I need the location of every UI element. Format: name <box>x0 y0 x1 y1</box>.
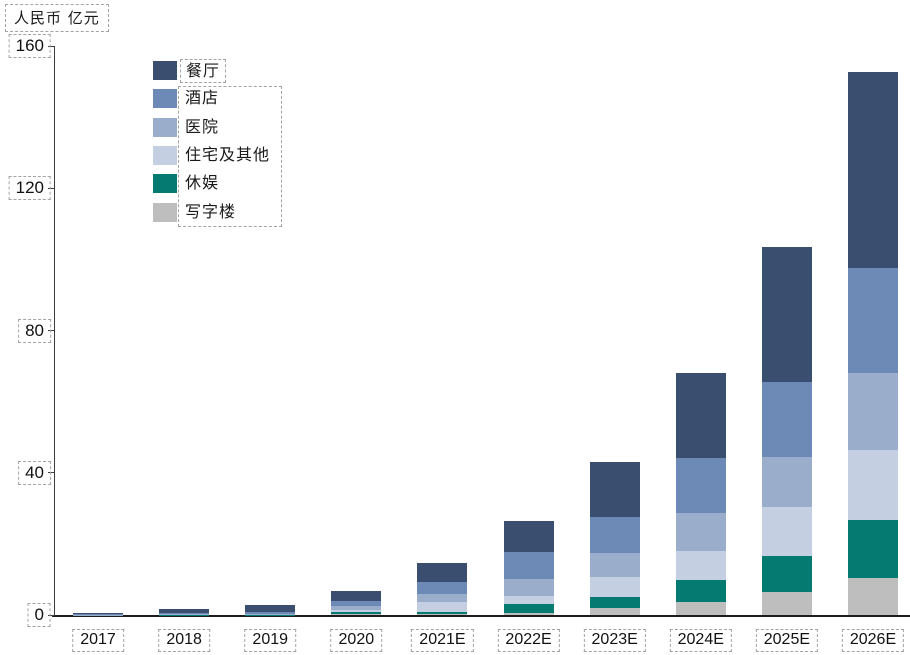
bar-segment-2021E-医院 <box>417 593 468 602</box>
x-axis-label-2022E: 2022E <box>497 629 560 652</box>
x-axis-label-2019: 2019 <box>244 629 297 652</box>
x-axis-label-2024E: 2024E <box>669 629 732 652</box>
x-axis-label-2025E: 2025E <box>755 629 819 652</box>
y-tick-label-40: 40 <box>18 460 51 485</box>
legend-label-住宅及其他: 住宅及其他 <box>185 144 271 164</box>
bar-segment-2018-餐厅 <box>159 609 210 613</box>
x-axis-label-2018: 2018 <box>158 629 210 652</box>
bar-segment-2026E-医院 <box>847 372 898 450</box>
y-tick-label-0: 0 <box>27 603 51 627</box>
bar-segment-2025E-休娱 <box>761 556 812 592</box>
bar-segment-2023E-住宅及其他 <box>589 576 640 597</box>
bar-segment-2020-写字楼 <box>331 614 382 615</box>
legend-swatch-餐厅 <box>153 61 177 80</box>
x-axis-label-2021E: 2021E <box>411 629 474 652</box>
bar-segment-2020-医院 <box>331 605 382 610</box>
y-tick-label-160: 160 <box>8 34 51 58</box>
bar-segment-2018-酒店 <box>159 612 210 614</box>
bar-segment-2022E-写字楼 <box>503 612 554 615</box>
bar-segment-2019-酒店 <box>245 611 296 614</box>
bar-segment-2026E-休娱 <box>847 520 898 578</box>
bar-segment-2021E-酒店 <box>417 581 468 594</box>
bar-segment-2025E-住宅及其他 <box>761 506 812 557</box>
legend-label-酒店: 酒店 <box>185 88 220 108</box>
legend-swatch-休娱 <box>153 174 177 194</box>
bar-segment-2024E-餐厅 <box>675 372 726 459</box>
x-axis-label-2017: 2017 <box>72 629 124 652</box>
bar-segment-2022E-酒店 <box>503 551 554 579</box>
y-tick-mark-120 <box>48 187 55 189</box>
bar-segment-2026E-写字楼 <box>847 578 898 615</box>
bar-segment-2026E-酒店 <box>847 267 898 373</box>
bar-segment-2022E-餐厅 <box>503 520 554 552</box>
bar-segment-2025E-写字楼 <box>761 591 812 615</box>
bar-segment-2023E-写字楼 <box>589 607 640 615</box>
bar-segment-2023E-医院 <box>589 552 640 577</box>
bar-segment-2023E-休娱 <box>589 596 640 608</box>
y-axis-line <box>54 46 55 616</box>
bar-segment-2017-餐厅 <box>73 613 123 615</box>
bar-segment-2020-休娱 <box>331 611 382 615</box>
legend-annotation-box <box>178 86 282 227</box>
legend-swatch-写字楼 <box>153 202 177 222</box>
x-axis-line <box>52 615 910 617</box>
legend-swatch-住宅及其他 <box>153 145 177 165</box>
y-axis-unit-label: 人民币 亿元 <box>5 4 109 32</box>
bar-segment-2019-医院 <box>245 613 296 615</box>
x-axis-label-2023E: 2023E <box>583 629 646 652</box>
y-tick-mark-0 <box>48 614 55 616</box>
bar-segment-2025E-酒店 <box>761 382 812 457</box>
bar-segment-2025E-医院 <box>761 456 812 507</box>
bar-segment-2023E-酒店 <box>589 517 640 553</box>
y-tick-mark-80 <box>48 330 55 331</box>
y-tick-mark-160 <box>48 45 55 47</box>
x-axis-label-2020: 2020 <box>330 629 383 652</box>
legend-swatch-酒店 <box>153 89 177 109</box>
y-tick-label-80: 80 <box>18 318 51 343</box>
legend-label-餐厅: 餐厅 <box>180 59 227 83</box>
bar-segment-2024E-酒店 <box>675 458 726 514</box>
bar-segment-2019-餐厅 <box>245 604 296 612</box>
bar-segment-2022E-休娱 <box>503 603 554 613</box>
bar-segment-2024E-休娱 <box>675 579 726 602</box>
legend-label-写字楼: 写字楼 <box>185 201 237 221</box>
legend-label-休娱: 休娱 <box>185 173 220 193</box>
bar-segment-2020-餐厅 <box>331 590 382 601</box>
bar-segment-2024E-医院 <box>675 513 726 552</box>
bar-segment-2024E-写字楼 <box>675 601 726 615</box>
bar-segment-2023E-餐厅 <box>589 462 640 518</box>
bar-segment-2021E-休娱 <box>417 611 468 614</box>
y-tick-mark-40 <box>48 472 55 474</box>
bar-segment-2022E-医院 <box>503 578 554 596</box>
legend-label-医院: 医院 <box>185 116 220 136</box>
bar-segment-2026E-住宅及其他 <box>847 449 898 521</box>
bar-segment-2025E-餐厅 <box>761 246 812 383</box>
bar-segment-2026E-餐厅 <box>847 72 898 268</box>
bar-segment-2018-医院 <box>159 613 210 615</box>
bar-segment-2021E-写字楼 <box>417 613 468 615</box>
legend-swatch-医院 <box>153 117 177 137</box>
y-tick-label-120: 120 <box>8 176 51 201</box>
bar-segment-2021E-餐厅 <box>417 562 468 582</box>
x-axis-label-2026E: 2026E <box>841 629 905 652</box>
bar-segment-2021E-住宅及其他 <box>417 601 468 612</box>
bar-segment-2020-酒店 <box>331 600 382 606</box>
bar-segment-2022E-住宅及其他 <box>503 595 554 604</box>
bar-segment-2020-住宅及其他 <box>331 609 382 612</box>
bar-segment-2024E-住宅及其他 <box>675 551 726 580</box>
